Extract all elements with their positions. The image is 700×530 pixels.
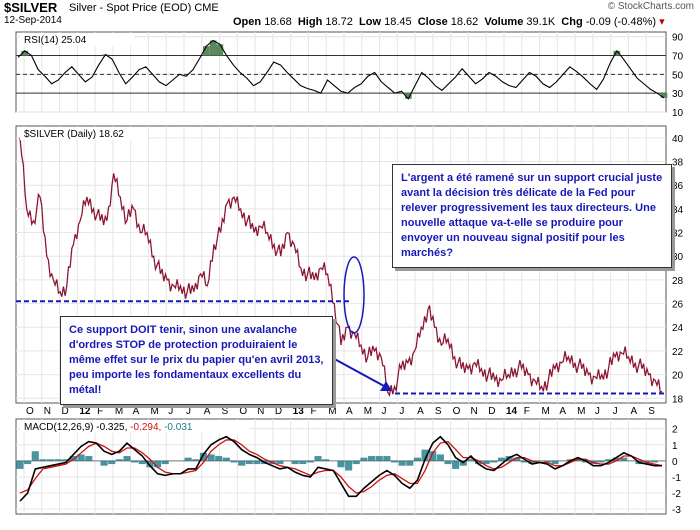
annotation-arrow-head (380, 381, 392, 391)
month-tick-label: M (328, 406, 336, 417)
volume-label: Volume (484, 16, 524, 28)
month-tick-label: 14 (506, 406, 518, 417)
macd-label-name: MACD(12,26,9) (24, 422, 96, 433)
macd-value-macd: -0.325, (96, 422, 130, 433)
low-value: 18.45 (384, 16, 412, 28)
macd-tick-label: 0 (672, 457, 678, 468)
price-tick-label: 18 (672, 394, 684, 405)
annotation-bottom-left: Ce support DOIT tenir, sinon une avalanc… (60, 316, 333, 405)
month-tick-label: F (524, 406, 530, 417)
price-tick-label: 30 (672, 252, 684, 263)
exchange-label: CME (194, 2, 219, 14)
month-tick-label: F (97, 406, 103, 417)
month-tick-label: J (613, 406, 618, 417)
price-label: $SILVER (Daily) 18.62 (24, 129, 124, 140)
volume-value: 39.1K (526, 16, 556, 28)
month-tick-label: M (364, 406, 372, 417)
month-tick-label: D (62, 406, 69, 417)
close-label: Close (417, 16, 448, 28)
month-tick-label: S (222, 406, 229, 417)
open-label: Open (233, 16, 262, 28)
month-tick-label: 12 (79, 406, 91, 417)
price-label-bg (20, 127, 148, 140)
month-tick-label: D (488, 406, 495, 417)
chg-label: Chg (561, 16, 583, 28)
macd-tick-label: -3 (672, 505, 681, 516)
macd-tick-label: 2 (672, 425, 678, 436)
symbol-title: $SILVER (4, 0, 58, 15)
price-tick-label: 26 (672, 300, 684, 311)
month-tick-label: J (382, 406, 387, 417)
high-label: High (297, 16, 323, 28)
price-tick-label: 22 (672, 347, 684, 358)
low-label: Low (359, 16, 382, 28)
macd-value-histogram: -0.031 (164, 422, 193, 433)
chg-down-icon: ▾ (659, 16, 665, 28)
month-tick-label: J (168, 406, 173, 417)
rsi-tick-label: 10 (672, 108, 684, 119)
month-tick-label: A (417, 406, 424, 417)
rsi-label: RSI(14) 25.04 (24, 35, 87, 46)
price-tick-label: 24 (672, 323, 684, 334)
month-tick-label: N (44, 406, 51, 417)
month-tick-label: M (150, 406, 158, 417)
quote-line: Open 18.68 High 18.72 Low 18.45 Close 18… (233, 15, 665, 28)
annotation-top-right: L'argent a été ramené sur un support cru… (392, 164, 672, 268)
rsi-tick-label: 30 (672, 89, 684, 100)
rsi-tick-label: 90 (672, 33, 684, 44)
month-tick-label: O (239, 406, 247, 417)
price-tick-label: 38 (672, 158, 684, 169)
month-tick-label: M (542, 406, 550, 417)
macd-tick-label: 1 (672, 441, 678, 452)
month-tick-label: F (310, 406, 316, 417)
price-series-line (19, 137, 663, 397)
macd-line (19, 435, 662, 502)
macd-label-bg (20, 420, 250, 433)
price-tick-label: 34 (672, 205, 684, 216)
chg-value: -0.09 (-0.48%) (585, 16, 657, 28)
month-tick-label: M (115, 406, 123, 417)
rsi-label-bg (20, 33, 134, 46)
month-tick-label: S (648, 406, 655, 417)
price-tick-label: 36 (672, 181, 684, 192)
month-tick-label: J (399, 406, 404, 417)
close-value: 18.62 (450, 16, 479, 28)
rsi-tick-label: 50 (672, 70, 684, 81)
month-tick-label: A (346, 406, 353, 417)
subtitle: Silver - Spot Price (EOD) CME (69, 2, 219, 14)
date-label: 12-Sep-2014 (4, 15, 62, 26)
macd-label: MACD(12,26,9) -0.325, -0.294, -0.031 (24, 422, 193, 433)
month-tick-label: O (26, 406, 34, 417)
open-value: 18.68 (264, 16, 292, 28)
month-tick-label: J (595, 406, 600, 417)
month-tick-label: O (453, 406, 461, 417)
month-tick-label: D (275, 406, 282, 417)
brand-logo: © StockCharts.com (607, 1, 694, 12)
price-tick-label: 28 (672, 276, 684, 287)
macd-value-signal: -0.294, (130, 422, 164, 433)
price-tick-label: 32 (672, 229, 684, 240)
month-tick-label: A (204, 406, 211, 417)
price-tick-label: 20 (672, 371, 684, 382)
month-tick-label: A (630, 406, 637, 417)
rsi-tick-label: 70 (672, 52, 684, 63)
rsi-line (17, 39, 665, 100)
month-tick-label: M (577, 406, 585, 417)
month-tick-label: J (186, 406, 191, 417)
subtitle-text: Silver - Spot Price (EOD) (69, 2, 192, 14)
macd-signal-line (19, 439, 663, 494)
macd-tick-label: -1 (672, 473, 681, 484)
month-tick-label: N (470, 406, 477, 417)
month-tick-label: S (435, 406, 442, 417)
month-tick-label: A (133, 406, 140, 417)
macd-tick-label: -2 (672, 489, 681, 500)
price-tick-label: 40 (672, 134, 684, 145)
high-value: 18.72 (325, 16, 353, 28)
month-tick-label: A (559, 406, 566, 417)
month-tick-label: N (257, 406, 264, 417)
month-tick-label: 13 (293, 406, 305, 417)
breakdown-ellipse (343, 256, 365, 334)
